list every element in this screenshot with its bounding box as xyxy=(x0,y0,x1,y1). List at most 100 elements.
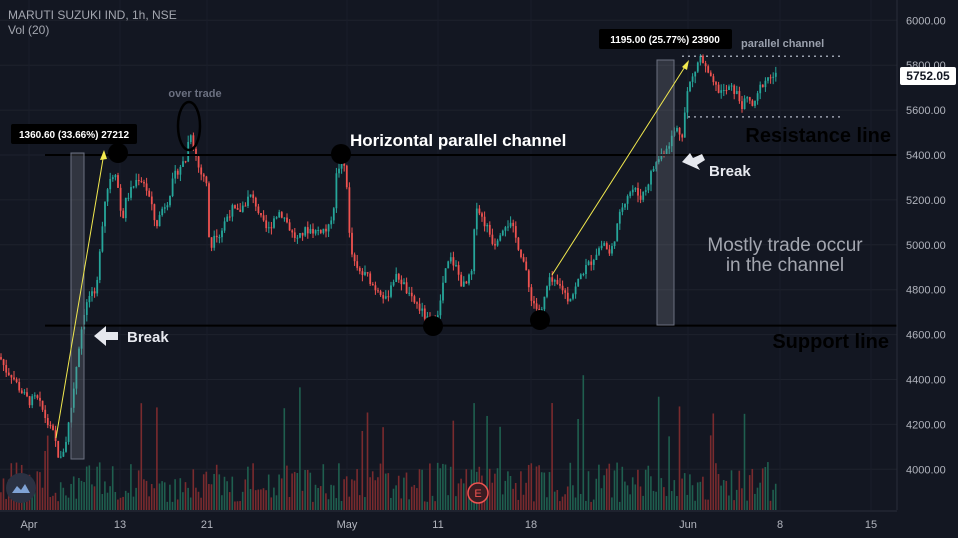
volume-bar xyxy=(39,472,41,510)
volume-bar xyxy=(429,463,431,510)
volume-bar xyxy=(241,491,244,510)
candle-body xyxy=(387,296,390,298)
volume-bar xyxy=(288,497,291,510)
candle-body xyxy=(52,425,54,431)
volume-bar xyxy=(161,481,163,510)
candle-body xyxy=(293,232,296,239)
volume-bar xyxy=(665,496,668,510)
candle-body xyxy=(717,84,720,93)
volume-bar xyxy=(743,413,746,510)
volume-bar xyxy=(57,501,59,510)
volume-bar xyxy=(423,501,426,510)
volume-bar xyxy=(236,501,239,510)
mostly-trade-line1: Mostly trade occur xyxy=(707,235,863,256)
candle-body xyxy=(5,365,8,373)
volume-bar xyxy=(442,463,444,510)
trend-arrow-2[interactable] xyxy=(551,61,689,276)
measure-label-2: 1195.00 (25.77%) 23900 xyxy=(610,35,720,46)
candle-body xyxy=(345,165,348,188)
candle-body xyxy=(158,215,161,227)
volume-bar xyxy=(735,489,738,510)
candle-body xyxy=(725,90,728,92)
volume-bar xyxy=(124,490,127,510)
volume-bar xyxy=(234,501,236,510)
earnings-marker[interactable] xyxy=(467,482,489,504)
candle-body xyxy=(132,186,135,188)
candle-body xyxy=(59,456,62,458)
volume-bar xyxy=(761,468,764,510)
candle-body xyxy=(384,296,387,299)
volume-bar xyxy=(358,495,361,510)
time-tick-label: 18 xyxy=(525,519,537,531)
candle-body xyxy=(20,390,23,394)
measure-box-2[interactable] xyxy=(656,59,675,326)
candle-body xyxy=(319,230,322,233)
volume-bar xyxy=(530,463,533,510)
volume-bar xyxy=(538,465,540,510)
volume-bar xyxy=(551,403,553,510)
candle-body xyxy=(496,240,499,246)
volume-bar xyxy=(486,415,488,510)
candle-body xyxy=(260,213,262,216)
candle-body xyxy=(644,190,647,192)
candle-body xyxy=(517,237,520,250)
candle-body xyxy=(358,267,361,272)
volume-bar xyxy=(564,494,566,510)
volume-bar xyxy=(348,496,351,510)
candle-body xyxy=(455,265,457,267)
price-tick-label: 6000.00 xyxy=(906,15,946,27)
candle-body xyxy=(509,222,512,227)
volume-bar xyxy=(746,500,748,510)
volume-bar xyxy=(556,489,559,510)
tradingview-logo-icon[interactable] xyxy=(6,473,36,503)
candle-body xyxy=(501,230,504,236)
candle-body xyxy=(486,224,489,227)
current-price-badge: 5752.05 xyxy=(900,67,956,85)
candle-body xyxy=(117,175,119,188)
volume-bar xyxy=(629,494,631,510)
volume-bar xyxy=(91,484,93,510)
candle-body xyxy=(598,248,600,255)
volume-bar xyxy=(707,499,709,510)
volume-bar xyxy=(291,473,293,510)
trend-arrow-1[interactable] xyxy=(55,152,105,439)
volume-bar xyxy=(455,496,457,510)
volume-bar xyxy=(517,499,520,510)
volume-bar xyxy=(70,483,72,510)
candle-body xyxy=(278,212,281,218)
volume-bar xyxy=(283,408,286,510)
price-tick-label: 5200.00 xyxy=(906,195,946,207)
volume-bar xyxy=(650,476,652,510)
volume-bar xyxy=(501,494,504,510)
time-axis[interactable]: Apr 13 21 May 11 18 Jun 8 15 xyxy=(0,510,897,531)
volume-bar xyxy=(668,436,670,510)
candle-body xyxy=(551,277,554,282)
candle-body xyxy=(733,85,736,94)
candle-body xyxy=(735,91,738,94)
candle-body xyxy=(439,300,442,316)
volume-bar xyxy=(135,487,137,510)
candle-body xyxy=(525,261,528,271)
volume-bar xyxy=(293,471,296,510)
candle-body xyxy=(722,90,725,92)
candle-body xyxy=(483,216,486,227)
candle-body xyxy=(564,290,567,293)
candle-body xyxy=(657,159,660,163)
volume-bar xyxy=(696,482,699,510)
volume-bar xyxy=(221,495,223,510)
volume-bar xyxy=(572,485,574,510)
volume-bar xyxy=(41,487,44,510)
measure-box-1[interactable] xyxy=(70,152,85,460)
candle-body xyxy=(54,430,57,442)
candle-body xyxy=(161,208,164,216)
candle-body xyxy=(127,197,130,199)
candle-body xyxy=(137,180,140,182)
candle-body xyxy=(764,80,767,88)
candle-body xyxy=(759,84,762,94)
candle-body xyxy=(156,220,158,227)
volume-bar xyxy=(616,462,618,510)
volume-bar xyxy=(717,474,720,510)
candle-body xyxy=(416,302,418,304)
candle-body xyxy=(252,194,255,198)
